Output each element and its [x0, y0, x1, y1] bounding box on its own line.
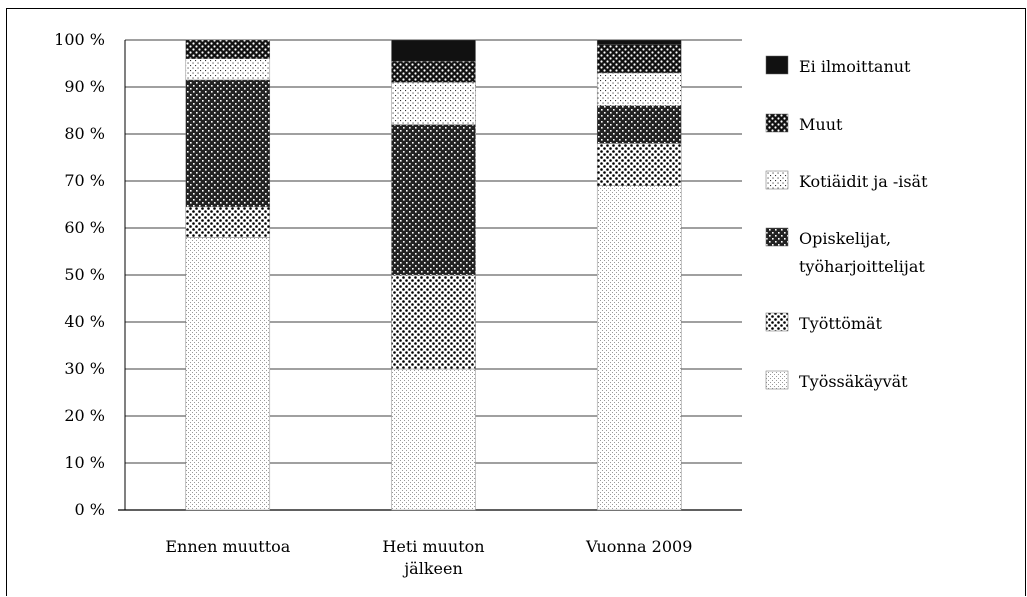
- legend-label: Muut: [799, 115, 843, 134]
- legend-label: Kotiäidit ja -isät: [799, 172, 928, 191]
- bar-segment: [185, 79, 271, 208]
- bar-segment: [391, 124, 476, 276]
- x-category-label: Heti muuton jälkeen: [382, 537, 484, 578]
- y-tick-label: 60 %: [64, 218, 105, 237]
- bar-segment: [185, 39, 271, 59]
- legend-label: Työssäkäyvät: [799, 372, 908, 391]
- bar-segment: [596, 105, 682, 144]
- bar-segment: [391, 60, 476, 83]
- legend-swatch: [765, 55, 789, 75]
- bar-segment: [391, 368, 476, 511]
- y-tick-label: 100 %: [54, 30, 105, 49]
- y-tick-label: 0 %: [75, 500, 105, 519]
- chart-frame: [6, 8, 1026, 596]
- bars: [185, 39, 682, 511]
- bar-segment: [391, 274, 476, 370]
- legend-swatch: [765, 170, 789, 190]
- legend-label: Opiskelijat, työharjoittelijat: [799, 229, 925, 276]
- x-category-labels: Ennen muuttoa Heti muuton jälkeen Vuonna 20…: [165, 537, 692, 578]
- legend-swatch: [765, 113, 789, 133]
- bar-segment: [391, 39, 476, 62]
- y-tick-label: 10 %: [64, 453, 105, 472]
- legend: Ei ilmoittanut Muut Kotiäidit ja -isät Opis…: [765, 55, 928, 391]
- bar-segment: [596, 72, 682, 107]
- y-tick-label: 40 %: [64, 312, 105, 331]
- y-tick-labels: 0 % 10 % 20 % 30 % 40 % 50 % 60 % 70 % 80 % 90 % 1…: [54, 30, 105, 519]
- x-category-label: Ennen muuttoa: [165, 537, 290, 556]
- bar-segment: [391, 82, 476, 125]
- legend-swatch: [765, 370, 789, 390]
- y-tick-label: 30 %: [64, 359, 105, 378]
- y-tick-label: 70 %: [64, 171, 105, 190]
- bar-segment: [185, 237, 271, 511]
- legend-swatch: [765, 312, 789, 332]
- legend-label: Työttömät: [799, 314, 883, 333]
- bar-segment: [185, 206, 271, 238]
- bar-segment: [596, 39, 682, 45]
- y-tick-label: 90 %: [64, 77, 105, 96]
- legend-swatch: [765, 227, 789, 247]
- bar-segment: [185, 58, 271, 81]
- legend-label: Ei ilmoittanut: [799, 57, 911, 76]
- x-category-label: Vuonna 2009: [585, 537, 692, 556]
- y-tick-label: 80 %: [64, 124, 105, 143]
- bar-segment: [596, 143, 682, 186]
- y-tick-label: 50 %: [64, 265, 105, 284]
- bar-segment: [596, 44, 682, 74]
- bar-segment: [596, 185, 682, 511]
- y-tick-label: 20 %: [64, 406, 105, 425]
